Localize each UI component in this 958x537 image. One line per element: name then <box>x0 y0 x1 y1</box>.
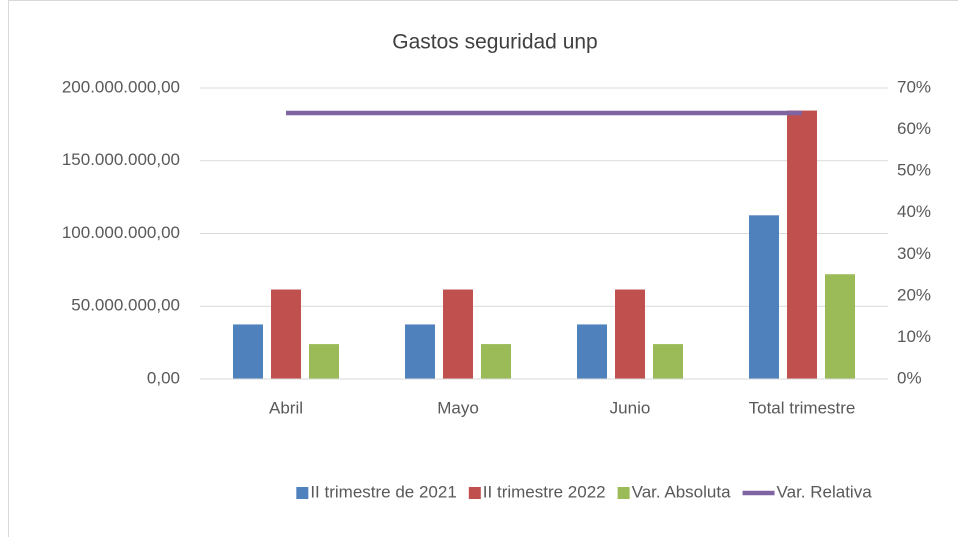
legend-label: Var. Absoluta <box>632 482 731 501</box>
bar <box>405 324 435 379</box>
bar <box>443 289 473 379</box>
legend-label: II trimestre de 2021 <box>310 482 456 501</box>
bar <box>787 110 817 380</box>
chart-border <box>8 0 958 537</box>
y2-tick-label: 20% <box>897 285 931 304</box>
y-tick-label: 200.000.000,00 <box>62 77 180 96</box>
y2-tick-label: 60% <box>897 119 931 138</box>
legend-label: Var. Relativa <box>777 482 873 501</box>
bar <box>309 344 339 379</box>
legend-swatch <box>468 487 481 499</box>
y-tick-label: 150.000.000,00 <box>62 150 180 169</box>
y2-tick-label: 50% <box>897 161 931 180</box>
x-tick-label: Total trimestre <box>749 398 856 417</box>
y-tick-label: 50.000.000,00 <box>71 296 180 315</box>
x-tick-label: Junio <box>610 398 651 417</box>
x-tick-label: Mayo <box>437 398 479 417</box>
y2-tick-label: 40% <box>897 202 931 221</box>
y-tick-label: 100.000.000,00 <box>62 223 180 242</box>
y-tick-label: 0,00 <box>147 368 180 387</box>
bar <box>481 344 511 379</box>
bar <box>825 274 855 379</box>
y2-tick-label: 70% <box>897 77 931 96</box>
bar <box>653 344 683 379</box>
y2-tick-label: 30% <box>897 244 931 263</box>
chart-title: Gastos seguridad unp <box>392 31 597 54</box>
y2-tick-label: 0% <box>897 368 922 387</box>
legend-label: II trimestre 2022 <box>483 482 606 501</box>
bar <box>271 289 301 379</box>
bar <box>233 324 263 379</box>
bar <box>615 289 645 379</box>
x-tick-label: Abril <box>269 398 303 417</box>
legend-swatch <box>617 487 630 499</box>
legend-swatch <box>296 487 309 499</box>
bar <box>577 324 607 379</box>
y2-tick-label: 10% <box>897 327 931 346</box>
bar <box>749 215 779 379</box>
